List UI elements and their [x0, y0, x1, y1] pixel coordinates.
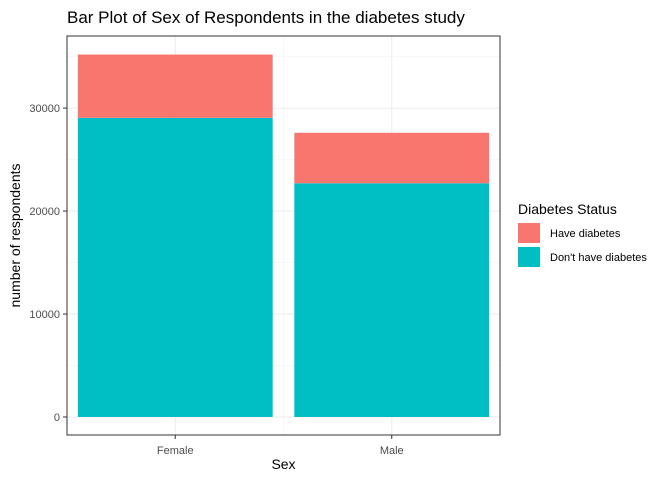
legend-title: Diabetes Status [518, 201, 617, 217]
legend-key-have-diabetes [518, 223, 540, 243]
y-axis-title: number of respondents [7, 164, 23, 308]
legend-label-no-diabetes: Don't have diabetes [550, 252, 647, 264]
x-axis-title: Sex [271, 456, 295, 472]
bars [77, 54, 490, 417]
y-tick-label: 0 [54, 412, 60, 424]
y-tick-label: 30000 [29, 103, 60, 115]
bar-female-don-t-have-diabetes [77, 117, 273, 417]
panel-border [66, 35, 501, 436]
y-axis: 0 10000 20000 30000 [29, 103, 67, 424]
y-tick-label: 10000 [29, 309, 60, 321]
bar-female-have-diabetes [77, 54, 273, 118]
plot-panel [66, 35, 501, 436]
x-tick-label: Male [380, 445, 404, 457]
legend: Diabetes Status Have diabetes Don't have… [518, 201, 647, 267]
bar-male-don-t-have-diabetes [294, 183, 490, 417]
chart-title: Bar Plot of Sex of Respondents in the di… [67, 8, 465, 27]
x-tick-label: Female [157, 445, 194, 457]
x-axis: Female Male [157, 435, 404, 457]
legend-label-have-diabetes: Have diabetes [550, 228, 621, 240]
legend-key-no-diabetes [518, 247, 540, 267]
y-tick-label: 20000 [29, 206, 60, 218]
bar-male-have-diabetes [294, 132, 490, 184]
